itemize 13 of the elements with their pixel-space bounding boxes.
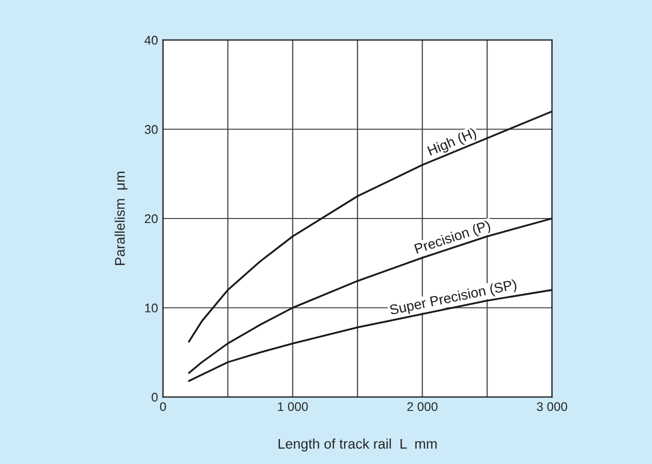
y-tick-label: 10 — [145, 304, 158, 312]
x-tick-label: 1 000 — [278, 402, 308, 412]
x-tick-label: 2 000 — [407, 402, 438, 412]
y-axis-title: Parallelism μm — [114, 172, 128, 265]
y-tick-label: 20 — [144, 214, 158, 224]
x-axis-title: Length of track rail L mm — [278, 438, 437, 452]
y-tick-label: 40 — [144, 36, 158, 45]
text: Super Precision (SP) — [389, 278, 518, 318]
y-tick-label: 30 — [144, 125, 158, 134]
x-tick-label: 0 — [160, 402, 166, 412]
x-tick-label: 3 000 — [536, 402, 568, 412]
y-tick-label: 0 — [152, 392, 158, 402]
text: High (H) — [426, 127, 478, 158]
